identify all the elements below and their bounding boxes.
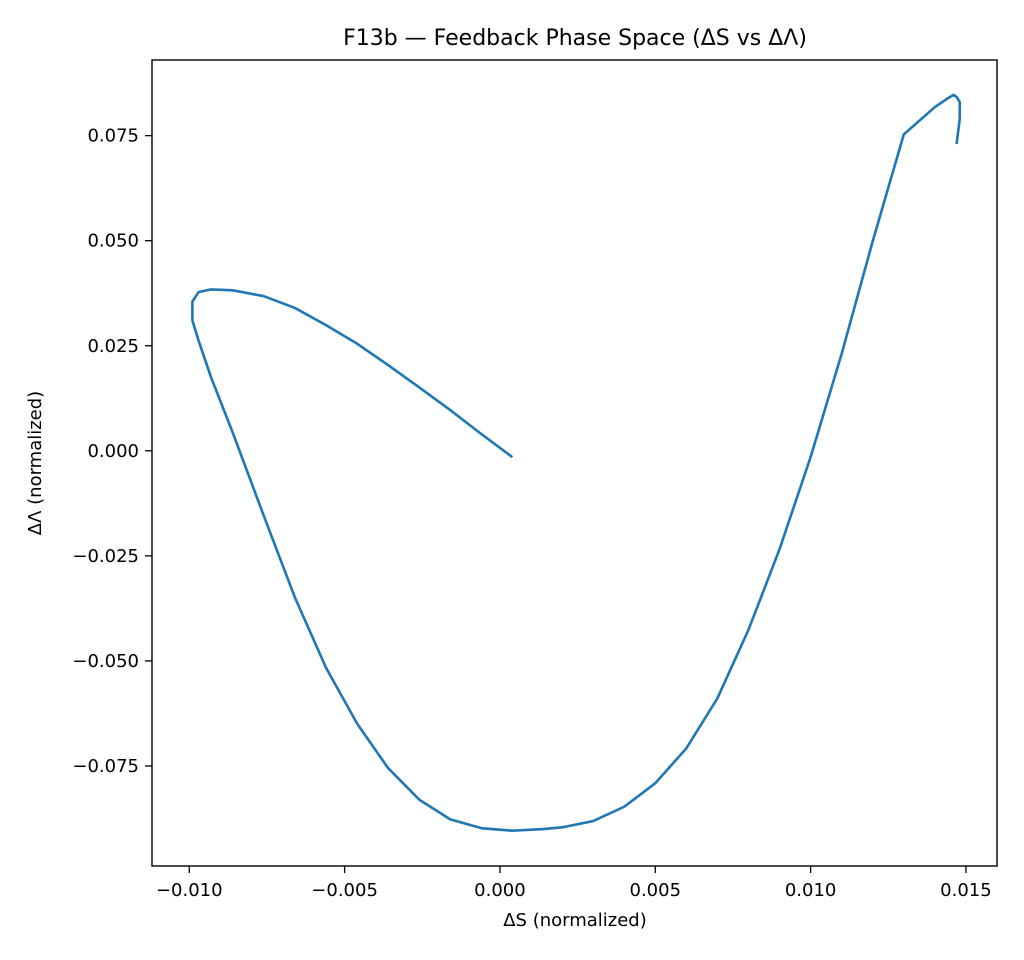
series-line-trajectory [191, 93, 962, 833]
x-axis-label: ΔS (normalized) [503, 910, 647, 931]
y-tick-label: 0.075 [87, 126, 139, 147]
x-tick-label: 0.005 [630, 880, 682, 901]
x-tick-label: 0.010 [785, 880, 837, 901]
x-tick-label: 0.015 [940, 880, 992, 901]
y-tick-label: 0.050 [87, 231, 139, 252]
y-tick-label: −0.075 [72, 756, 139, 777]
x-tick-label: 0.000 [474, 880, 526, 901]
y-tick-label: −0.050 [72, 651, 139, 672]
chart-title: F13b — Feedback Phase Space (ΔS vs ΔΛ) [343, 26, 807, 51]
plot-area: −0.010 −0.005 0.000 0.005 0.010 0.015 0.075 0.0… [72, 59, 998, 901]
y-tick-label: 0.025 [87, 336, 139, 357]
axes-frame [151, 59, 998, 867]
y-axis-label: ΔΛ (normalized) [25, 391, 46, 535]
x-tick-label: −0.010 [156, 880, 223, 901]
x-tick-label: −0.005 [311, 880, 378, 901]
y-tick-label: −0.025 [72, 546, 139, 567]
y-tick-label: 0.000 [87, 441, 139, 462]
